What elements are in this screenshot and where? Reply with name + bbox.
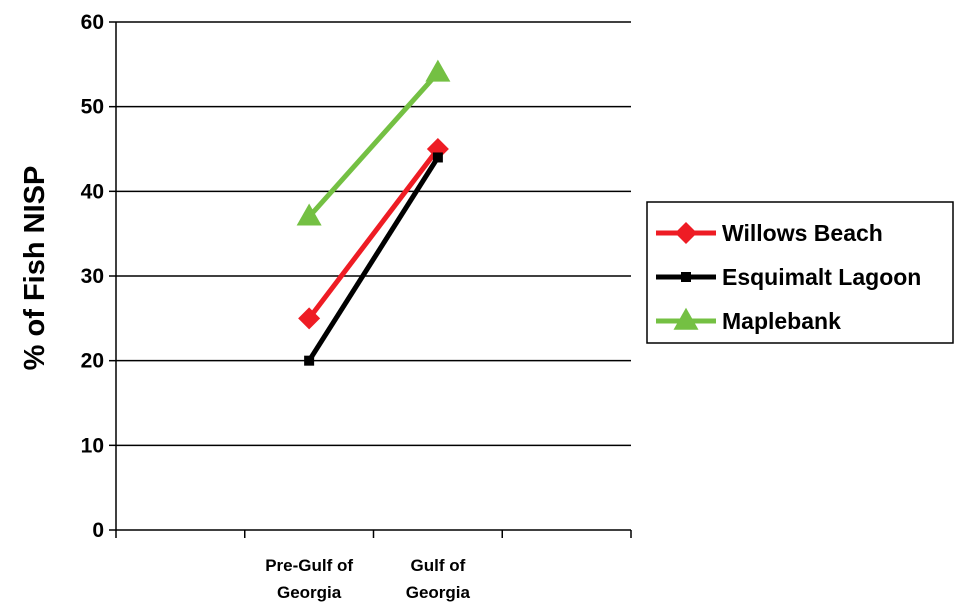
y-tick-label: 10: [81, 434, 104, 457]
x-category-label-line: Georgia: [406, 583, 471, 602]
series-line: [307, 71, 440, 219]
y-tick-labels: 0 10 20 30 40 50 60: [81, 11, 104, 542]
legend-swatch-marker: [675, 222, 697, 244]
series-line: [307, 147, 440, 320]
legend-swatch-marker: [673, 307, 699, 330]
series: [296, 59, 451, 366]
y-tick-label: 0: [92, 519, 104, 542]
x-category-label-line: Georgia: [277, 583, 342, 602]
data-point: [432, 152, 443, 163]
legend-label: Esquimalt Lagoon: [722, 264, 921, 290]
y-tick-label: 30: [81, 265, 104, 288]
legend: Willows Beach Esquimalt Lagoon Maplebank: [646, 201, 954, 344]
x-category-label: Gulf of Georgia: [406, 556, 471, 602]
legend-entry: Esquimalt Lagoon: [656, 264, 921, 290]
legend-entry: Maplebank: [656, 307, 841, 334]
x-category-label-line: Pre-Gulf of: [265, 556, 353, 575]
data-point: [296, 203, 322, 226]
y-tick-label: 60: [81, 11, 104, 34]
data-point: [304, 355, 315, 366]
y-tick-label: 40: [81, 180, 104, 203]
legend-entry: Willows Beach: [656, 220, 883, 246]
series-willows-beach: [298, 138, 449, 330]
series-line: [307, 156, 440, 363]
data-point: [426, 138, 449, 160]
y-tick-label: 50: [81, 96, 104, 119]
legend-label: Willows Beach: [722, 220, 883, 246]
series-maplebank: [296, 59, 451, 226]
x-category-label: Pre-Gulf of Georgia: [265, 556, 353, 602]
legend-swatch-marker: [681, 272, 691, 282]
x-category-labels: Pre-Gulf of Georgia Gulf of Georgia: [265, 556, 470, 602]
series-esquimalt-lagoon: [304, 152, 443, 366]
y-tick-label: 20: [81, 350, 104, 373]
data-point: [298, 307, 321, 330]
y-axis-title: % of Fish NISP: [19, 166, 51, 371]
grid-lines: [116, 21, 631, 447]
legend-label: Maplebank: [722, 308, 841, 334]
data-point: [425, 59, 451, 82]
x-category-label-line: Gulf of: [410, 556, 465, 575]
axes: [109, 21, 632, 538]
